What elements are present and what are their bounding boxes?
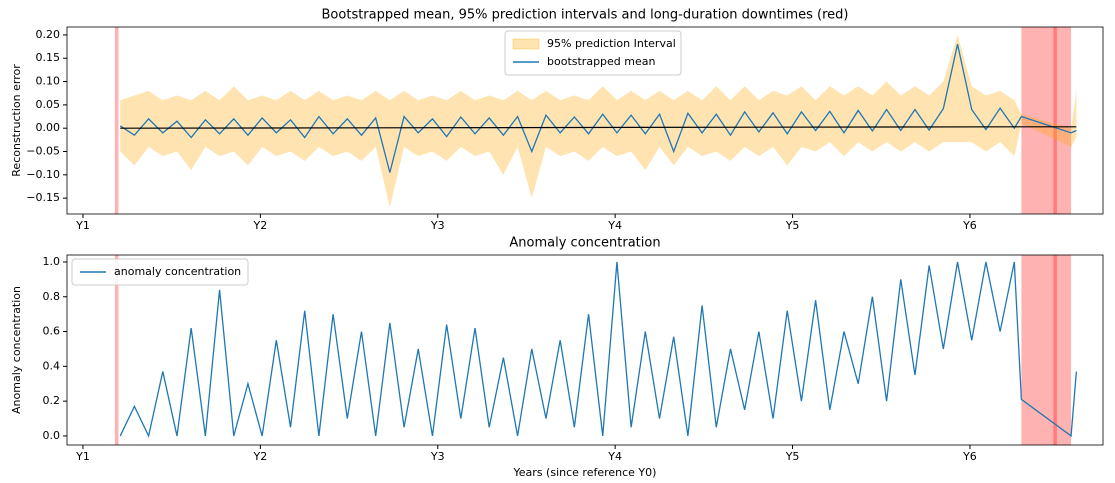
legend-label: anomaly concentration bbox=[114, 265, 241, 278]
x-tick-label: Y3 bbox=[430, 450, 445, 463]
x-axis-label: Years (since reference Y0) bbox=[513, 466, 657, 479]
x-tick-label: Y5 bbox=[785, 219, 800, 232]
y-tick-label: 1.0 bbox=[43, 255, 61, 268]
y-axis-label: Reconstruction error bbox=[10, 64, 23, 177]
x-tick-label: Y2 bbox=[253, 450, 268, 463]
x-tick-label: Y1 bbox=[75, 219, 90, 232]
y-tick-label: 0.00 bbox=[36, 121, 61, 134]
x-tick-label: Y5 bbox=[785, 450, 800, 463]
x-tick-label: Y6 bbox=[962, 450, 977, 463]
series-line bbox=[119, 261, 1078, 438]
y-axis-label: Anomaly concentration bbox=[10, 286, 23, 414]
y-tick-label: 0.2 bbox=[43, 394, 61, 407]
y-tick-label: 0.8 bbox=[43, 290, 61, 303]
y-tick-label: 0.20 bbox=[36, 28, 61, 41]
y-tick-label: −0.15 bbox=[26, 191, 60, 204]
legend-swatch bbox=[512, 38, 540, 50]
plot-area bbox=[114, 255, 1078, 445]
legend-label: bootstrapped mean bbox=[547, 55, 655, 68]
downtime-span bbox=[1021, 27, 1057, 214]
legend-box bbox=[71, 258, 249, 286]
downtime-span bbox=[114, 255, 119, 445]
downtime-span bbox=[1053, 255, 1072, 445]
x-tick-label: Y1 bbox=[75, 450, 90, 463]
chart-title: Anomaly concentration bbox=[509, 236, 660, 251]
y-tick-label: 0.15 bbox=[36, 51, 61, 64]
x-tick-label: Y4 bbox=[607, 219, 622, 232]
legend-label: 95% prediction Interval bbox=[547, 37, 676, 50]
y-tick-label: 0.10 bbox=[36, 75, 61, 88]
y-tick-label: −0.05 bbox=[26, 145, 60, 158]
downtime-span bbox=[1053, 27, 1072, 214]
downtime-span bbox=[114, 27, 119, 214]
trend-line bbox=[120, 126, 1077, 129]
downtime-span bbox=[1021, 255, 1057, 445]
y-tick-label: 0.4 bbox=[43, 359, 61, 372]
y-tick-label: −0.10 bbox=[26, 168, 60, 181]
axes-frame bbox=[66, 26, 1104, 215]
series-line bbox=[119, 44, 1077, 173]
y-tick-label: 0.0 bbox=[43, 429, 61, 442]
x-tick-label: Y3 bbox=[430, 219, 445, 232]
y-tick-label: 0.05 bbox=[36, 98, 61, 111]
axes-frame bbox=[66, 254, 1104, 446]
x-tick-label: Y2 bbox=[253, 219, 268, 232]
x-tick-label: Y4 bbox=[607, 450, 622, 463]
plot-area bbox=[114, 27, 1077, 214]
x-tick-label: Y6 bbox=[962, 219, 977, 232]
y-tick-label: 0.6 bbox=[43, 325, 61, 338]
legend-box bbox=[504, 30, 682, 76]
chart-title: Bootstrapped mean, 95% prediction interv… bbox=[322, 8, 849, 23]
